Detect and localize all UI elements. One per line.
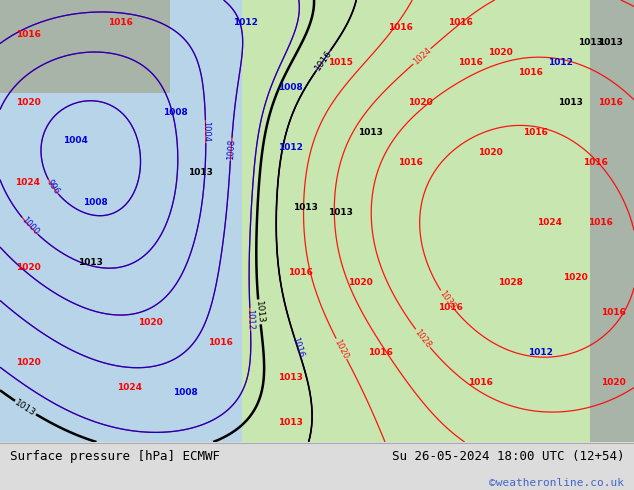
Text: 1013: 1013 [557, 98, 583, 107]
Text: 1016: 1016 [600, 308, 625, 317]
Text: 1024: 1024 [538, 218, 562, 227]
Text: 1008: 1008 [172, 388, 197, 396]
Text: 1016: 1016 [448, 19, 472, 27]
Text: 1013: 1013 [188, 168, 212, 177]
Text: 1028: 1028 [413, 327, 433, 349]
Text: 1016: 1016 [467, 378, 493, 387]
Text: 1020: 1020 [16, 98, 41, 107]
Text: 1000: 1000 [19, 216, 40, 237]
Text: 1004: 1004 [201, 121, 210, 142]
Text: 1020: 1020 [347, 278, 372, 287]
Text: 1008: 1008 [278, 83, 302, 92]
Text: 1013: 1013 [358, 128, 382, 137]
Text: 1032: 1032 [437, 289, 457, 311]
Text: 1016: 1016 [598, 98, 623, 107]
Text: 1016: 1016 [288, 268, 313, 277]
Text: 1016: 1016 [437, 303, 462, 312]
Text: 1024: 1024 [117, 383, 143, 392]
Text: 1016: 1016 [313, 49, 333, 73]
Text: 1012: 1012 [527, 348, 552, 357]
Text: 1015: 1015 [328, 58, 353, 67]
FancyBboxPatch shape [0, 0, 170, 93]
Text: 1012: 1012 [278, 143, 302, 152]
Text: 1020: 1020 [488, 49, 512, 57]
Text: 1020: 1020 [16, 263, 41, 272]
Text: 1016: 1016 [517, 68, 543, 77]
Text: 1016: 1016 [458, 58, 482, 67]
Text: 1013: 1013 [328, 208, 353, 217]
Text: 1008: 1008 [82, 198, 107, 207]
Text: 1020: 1020 [333, 338, 350, 360]
Text: 1008: 1008 [226, 139, 236, 160]
Text: 1013: 1013 [598, 38, 623, 48]
Text: 1013: 1013 [292, 203, 318, 212]
Text: 1020: 1020 [16, 358, 41, 367]
Text: 1016: 1016 [583, 158, 607, 167]
Text: 996: 996 [45, 178, 61, 196]
Text: 1008: 1008 [163, 108, 188, 117]
Text: Surface pressure [hPa] ECMWF: Surface pressure [hPa] ECMWF [10, 450, 219, 463]
Text: 1013: 1013 [578, 38, 602, 48]
Text: 1012: 1012 [548, 58, 573, 67]
Text: 1013: 1013 [77, 258, 103, 267]
Text: 1016: 1016 [588, 218, 612, 227]
Text: 1012: 1012 [245, 309, 255, 330]
Text: 1016: 1016 [398, 158, 422, 167]
Text: Su 26-05-2024 18:00 UTC (12+54): Su 26-05-2024 18:00 UTC (12+54) [392, 450, 624, 463]
Text: 1024: 1024 [411, 46, 433, 67]
Text: 1016: 1016 [387, 24, 413, 32]
Text: 1024: 1024 [15, 178, 41, 187]
Text: 1016: 1016 [16, 30, 41, 39]
Text: 1020: 1020 [600, 378, 625, 387]
Bar [590, 0, 634, 442]
Text: 1016: 1016 [290, 336, 305, 359]
Text: 1013: 1013 [278, 417, 302, 426]
Text: ©weatheronline.co.uk: ©weatheronline.co.uk [489, 478, 624, 488]
Text: 1028: 1028 [498, 278, 522, 287]
Text: 1016: 1016 [522, 128, 547, 137]
Bar [0, 0, 242, 442]
Text: 1013: 1013 [13, 398, 37, 417]
Text: 1020: 1020 [408, 98, 432, 107]
Text: 1020: 1020 [477, 148, 502, 157]
Text: 1004: 1004 [63, 136, 87, 145]
Text: 1020: 1020 [562, 273, 587, 282]
Text: 1016: 1016 [108, 19, 133, 27]
Text: 1016: 1016 [368, 348, 392, 357]
Text: 1020: 1020 [138, 318, 162, 327]
Text: 1013: 1013 [254, 300, 265, 324]
Text: 1013: 1013 [278, 372, 302, 382]
Text: 1012: 1012 [233, 19, 257, 27]
Text: 1016: 1016 [207, 338, 233, 347]
